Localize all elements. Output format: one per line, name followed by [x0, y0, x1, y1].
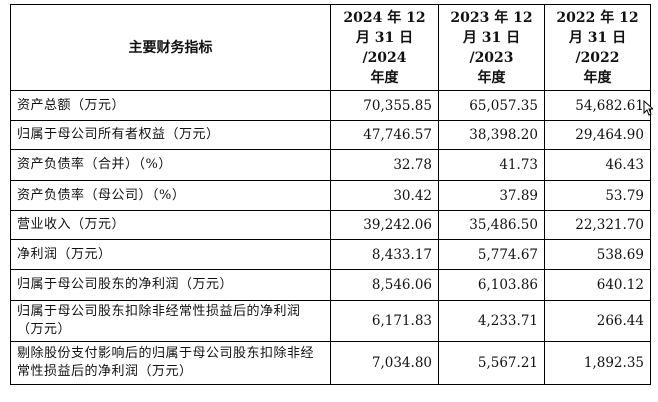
- row-label: 归属于母公司股东扣除非经常性损益后的净利润（万元）: [10, 300, 331, 342]
- header-year-line: /2023: [469, 49, 514, 66]
- table-row: 归属于母公司股东扣除非经常性损益后的净利润（万元） 6,171.83 4,233…: [10, 300, 651, 342]
- cell-value-2023: 5,774.67: [438, 239, 545, 270]
- cell-value-2022: 53.79: [544, 180, 651, 211]
- cell-value-2024: 8,546.06: [330, 269, 439, 301]
- header-year-line: 2023 年 12: [450, 9, 533, 26]
- header-year-line: 2022 年 12: [556, 9, 639, 26]
- cell-value-2024: 32.78: [330, 149, 439, 181]
- header-label-cell: 主要财务指标: [10, 4, 331, 91]
- cell-value-2024: 8,433.17: [330, 239, 439, 270]
- cell-value-2024: 47,746.57: [330, 120, 439, 150]
- cell-value-2022: 54,682.61: [544, 90, 651, 121]
- header-year-line: 年度: [370, 69, 399, 86]
- table-row: 归属于母公司股东的净利润（万元） 8,546.06 6,103.86 640.1…: [10, 269, 651, 301]
- cell-value-2022: 538.69: [544, 239, 651, 270]
- header-year-line: /2022: [575, 49, 620, 66]
- cell-value-2023: 38,398.20: [438, 120, 545, 150]
- mouse-pointer-icon: [643, 100, 653, 116]
- table-header-row: 主要财务指标 2024 年 12 月 31 日 /2024 年度 2023 年 …: [10, 4, 651, 91]
- cell-value-2023: 4,233.71: [438, 300, 545, 342]
- cell-value-2024: 6,171.83: [330, 300, 439, 342]
- cell-value-2024: 39,242.06: [330, 210, 439, 240]
- table-row: 资产负债率（母公司）（%） 30.42 37.89 53.79: [10, 180, 651, 211]
- row-label: 营业收入（万元）: [10, 210, 331, 240]
- row-label: 归属于母公司股东的净利润（万元）: [10, 269, 331, 301]
- row-label: 资产负债率（合并）（%）: [10, 149, 331, 181]
- row-label: 归属于母公司所有者权益（万元）: [10, 120, 331, 150]
- header-year-line: 月 31 日: [355, 29, 414, 46]
- cell-value-2022: 29,464.90: [544, 120, 651, 150]
- table-row: 归属于母公司所有者权益（万元） 47,746.57 38,398.20 29,4…: [10, 120, 651, 150]
- header-year-line: 2024 年 12: [343, 9, 426, 26]
- table-row: 资产负债率（合并）（%） 32.78 41.73 46.43: [10, 149, 651, 181]
- financial-indicators-table: 主要财务指标 2024 年 12 月 31 日 /2024 年度 2023 年 …: [10, 4, 651, 385]
- cell-value-2024: 7,034.80: [330, 341, 439, 385]
- row-label: 剔除股份支付影响后的归属于母公司股东扣除非经常性损益后的净利润（万元）: [10, 341, 331, 385]
- row-label: 净利润（万元）: [10, 239, 331, 270]
- header-year-line: /2024: [362, 49, 407, 66]
- header-year-2022: 2022 年 12 月 31 日 /2022 年度: [544, 4, 651, 91]
- header-year-2024: 2024 年 12 月 31 日 /2024 年度: [330, 4, 439, 91]
- cell-value-2022: 22,321.70: [544, 210, 651, 240]
- header-year-line: 年度: [583, 69, 612, 86]
- row-label: 资产负债率（母公司）（%）: [10, 180, 331, 211]
- table-row: 资产总额（万元） 70,355.85 65,057.35 54,682.61: [10, 90, 651, 121]
- cell-value-2022: 640.12: [544, 269, 651, 301]
- header-year-line: 月 31 日: [568, 29, 627, 46]
- cell-value-2023: 37.89: [438, 180, 545, 211]
- cell-value-2022: 1,892.35: [544, 341, 651, 385]
- table-row: 净利润（万元） 8,433.17 5,774.67 538.69: [10, 239, 651, 270]
- cell-value-2023: 5,567.21: [438, 341, 545, 385]
- row-label: 资产总额（万元）: [10, 90, 331, 121]
- cell-value-2022: 266.44: [544, 300, 651, 342]
- cell-value-2024: 70,355.85: [330, 90, 439, 121]
- header-year-line: 月 31 日: [462, 29, 521, 46]
- header-year-2023: 2023 年 12 月 31 日 /2023 年度: [438, 4, 545, 91]
- table-row: 剔除股份支付影响后的归属于母公司股东扣除非经常性损益后的净利润（万元） 7,03…: [10, 341, 651, 385]
- cell-value-2023: 41.73: [438, 149, 545, 181]
- cell-value-2023: 65,057.35: [438, 90, 545, 121]
- header-year-line: 年度: [477, 69, 506, 86]
- cell-value-2023: 35,486.50: [438, 210, 545, 240]
- cell-value-2024: 30.42: [330, 180, 439, 211]
- table-row: 营业收入（万元） 39,242.06 35,486.50 22,321.70: [10, 210, 651, 240]
- cell-value-2023: 6,103.86: [438, 269, 545, 301]
- cell-value-2022: 46.43: [544, 149, 651, 181]
